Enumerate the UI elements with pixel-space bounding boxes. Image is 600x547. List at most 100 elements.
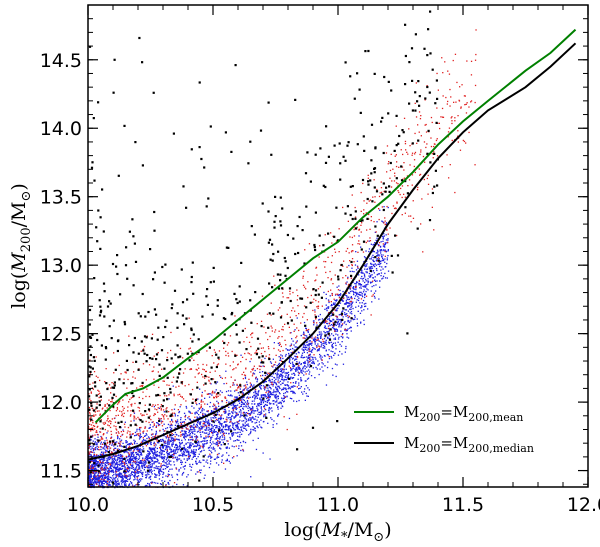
scatter-point (271, 375, 273, 377)
scatter-point (196, 424, 198, 426)
scatter-point (133, 475, 135, 477)
scatter-point (135, 447, 137, 450)
scatter-point (382, 254, 384, 256)
scatter-point (216, 457, 218, 459)
scatter-point (96, 464, 98, 467)
scatter-point (133, 448, 135, 450)
scatter-point (127, 466, 130, 468)
scatter-point (236, 404, 239, 406)
scatter-point (114, 467, 116, 470)
scatter-point (160, 420, 163, 422)
scatter-point (163, 411, 165, 413)
scatter-point (330, 341, 332, 343)
scatter-point (101, 473, 103, 475)
scatter-point (357, 243, 359, 245)
scatter-point (248, 413, 250, 415)
scatter-point (260, 394, 262, 396)
scatter-point (328, 330, 330, 332)
scatter-point (136, 476, 138, 478)
scatter-point (308, 343, 311, 345)
scatter-point (168, 453, 170, 455)
scatter-point (97, 393, 100, 395)
scatter-point (92, 467, 94, 469)
scatter-point (218, 420, 220, 422)
scatter-point (212, 432, 214, 434)
scatter-point (217, 418, 220, 420)
scatter-point (271, 365, 273, 367)
scatter-point (305, 329, 307, 332)
scatter-point (104, 463, 106, 466)
scatter-point (243, 399, 245, 402)
scatter-point (224, 428, 226, 431)
scatter-point (303, 374, 305, 376)
scatter-point (229, 395, 231, 397)
scatter-point (235, 415, 237, 417)
scatter-point (228, 401, 230, 403)
scatter-point (219, 394, 221, 396)
scatter-point (282, 388, 285, 391)
scatter-point (330, 355, 332, 358)
scatter-point (120, 449, 123, 451)
scatter-point (179, 395, 182, 397)
scatter-point (146, 466, 148, 468)
scatter-point (301, 372, 303, 374)
scatter-point (141, 449, 143, 451)
scatter-point (129, 431, 131, 433)
scatter-point (236, 384, 238, 386)
scatter-point (245, 418, 247, 420)
scatter-point (139, 436, 141, 439)
scatter-point (360, 285, 362, 287)
scatter-point (313, 337, 315, 339)
scatter-point (387, 270, 390, 272)
scatter-point (277, 385, 279, 387)
scatter-point (212, 427, 214, 429)
scatter-point (118, 454, 120, 456)
scatter-point (125, 446, 127, 448)
scatter-point (101, 436, 103, 438)
scatter-point (361, 310, 363, 312)
scatter-point (353, 293, 355, 296)
scatter-point (293, 385, 295, 387)
scatter-point (132, 466, 135, 468)
scatter-point (272, 383, 274, 385)
scatter-point (299, 387, 301, 389)
scatter-point (147, 453, 149, 455)
scatter-point (145, 420, 147, 423)
scatter-point (331, 357, 333, 359)
scatter-point (256, 378, 259, 380)
scatter-point (161, 457, 163, 460)
scatter-point (195, 462, 197, 464)
scatter-point (172, 437, 174, 439)
scatter-point (387, 255, 389, 257)
scatter-point (325, 261, 327, 263)
scatter-point (208, 449, 210, 451)
scatter-point (256, 393, 258, 395)
scatter-point (272, 403, 274, 405)
scatter-point (225, 447, 227, 449)
scatter-point (142, 446, 144, 448)
scatter-point (139, 461, 141, 463)
scatter-point (104, 381, 106, 383)
scatter-point (290, 390, 292, 393)
scatter-point (155, 426, 157, 428)
scatter-point (193, 452, 195, 455)
scatter-point (183, 453, 186, 455)
scatter-point (265, 332, 267, 334)
scatter-point (215, 462, 218, 464)
scatter-point (171, 409, 173, 411)
scatter-point (100, 435, 102, 438)
scatter-point (191, 435, 193, 437)
scatter-point (320, 337, 322, 339)
scatter-point (228, 425, 230, 428)
scatter-point (424, 161, 426, 163)
scatter-point (394, 172, 396, 174)
scatter-point (269, 387, 272, 389)
scatter-point (202, 447, 204, 449)
scatter-point (312, 320, 315, 322)
scatter-point (275, 389, 278, 391)
scatter-point (212, 446, 215, 448)
scatter-point (378, 263, 380, 266)
scatter-point (119, 460, 121, 462)
scatter-point (227, 394, 229, 396)
scatter-point (298, 362, 300, 365)
